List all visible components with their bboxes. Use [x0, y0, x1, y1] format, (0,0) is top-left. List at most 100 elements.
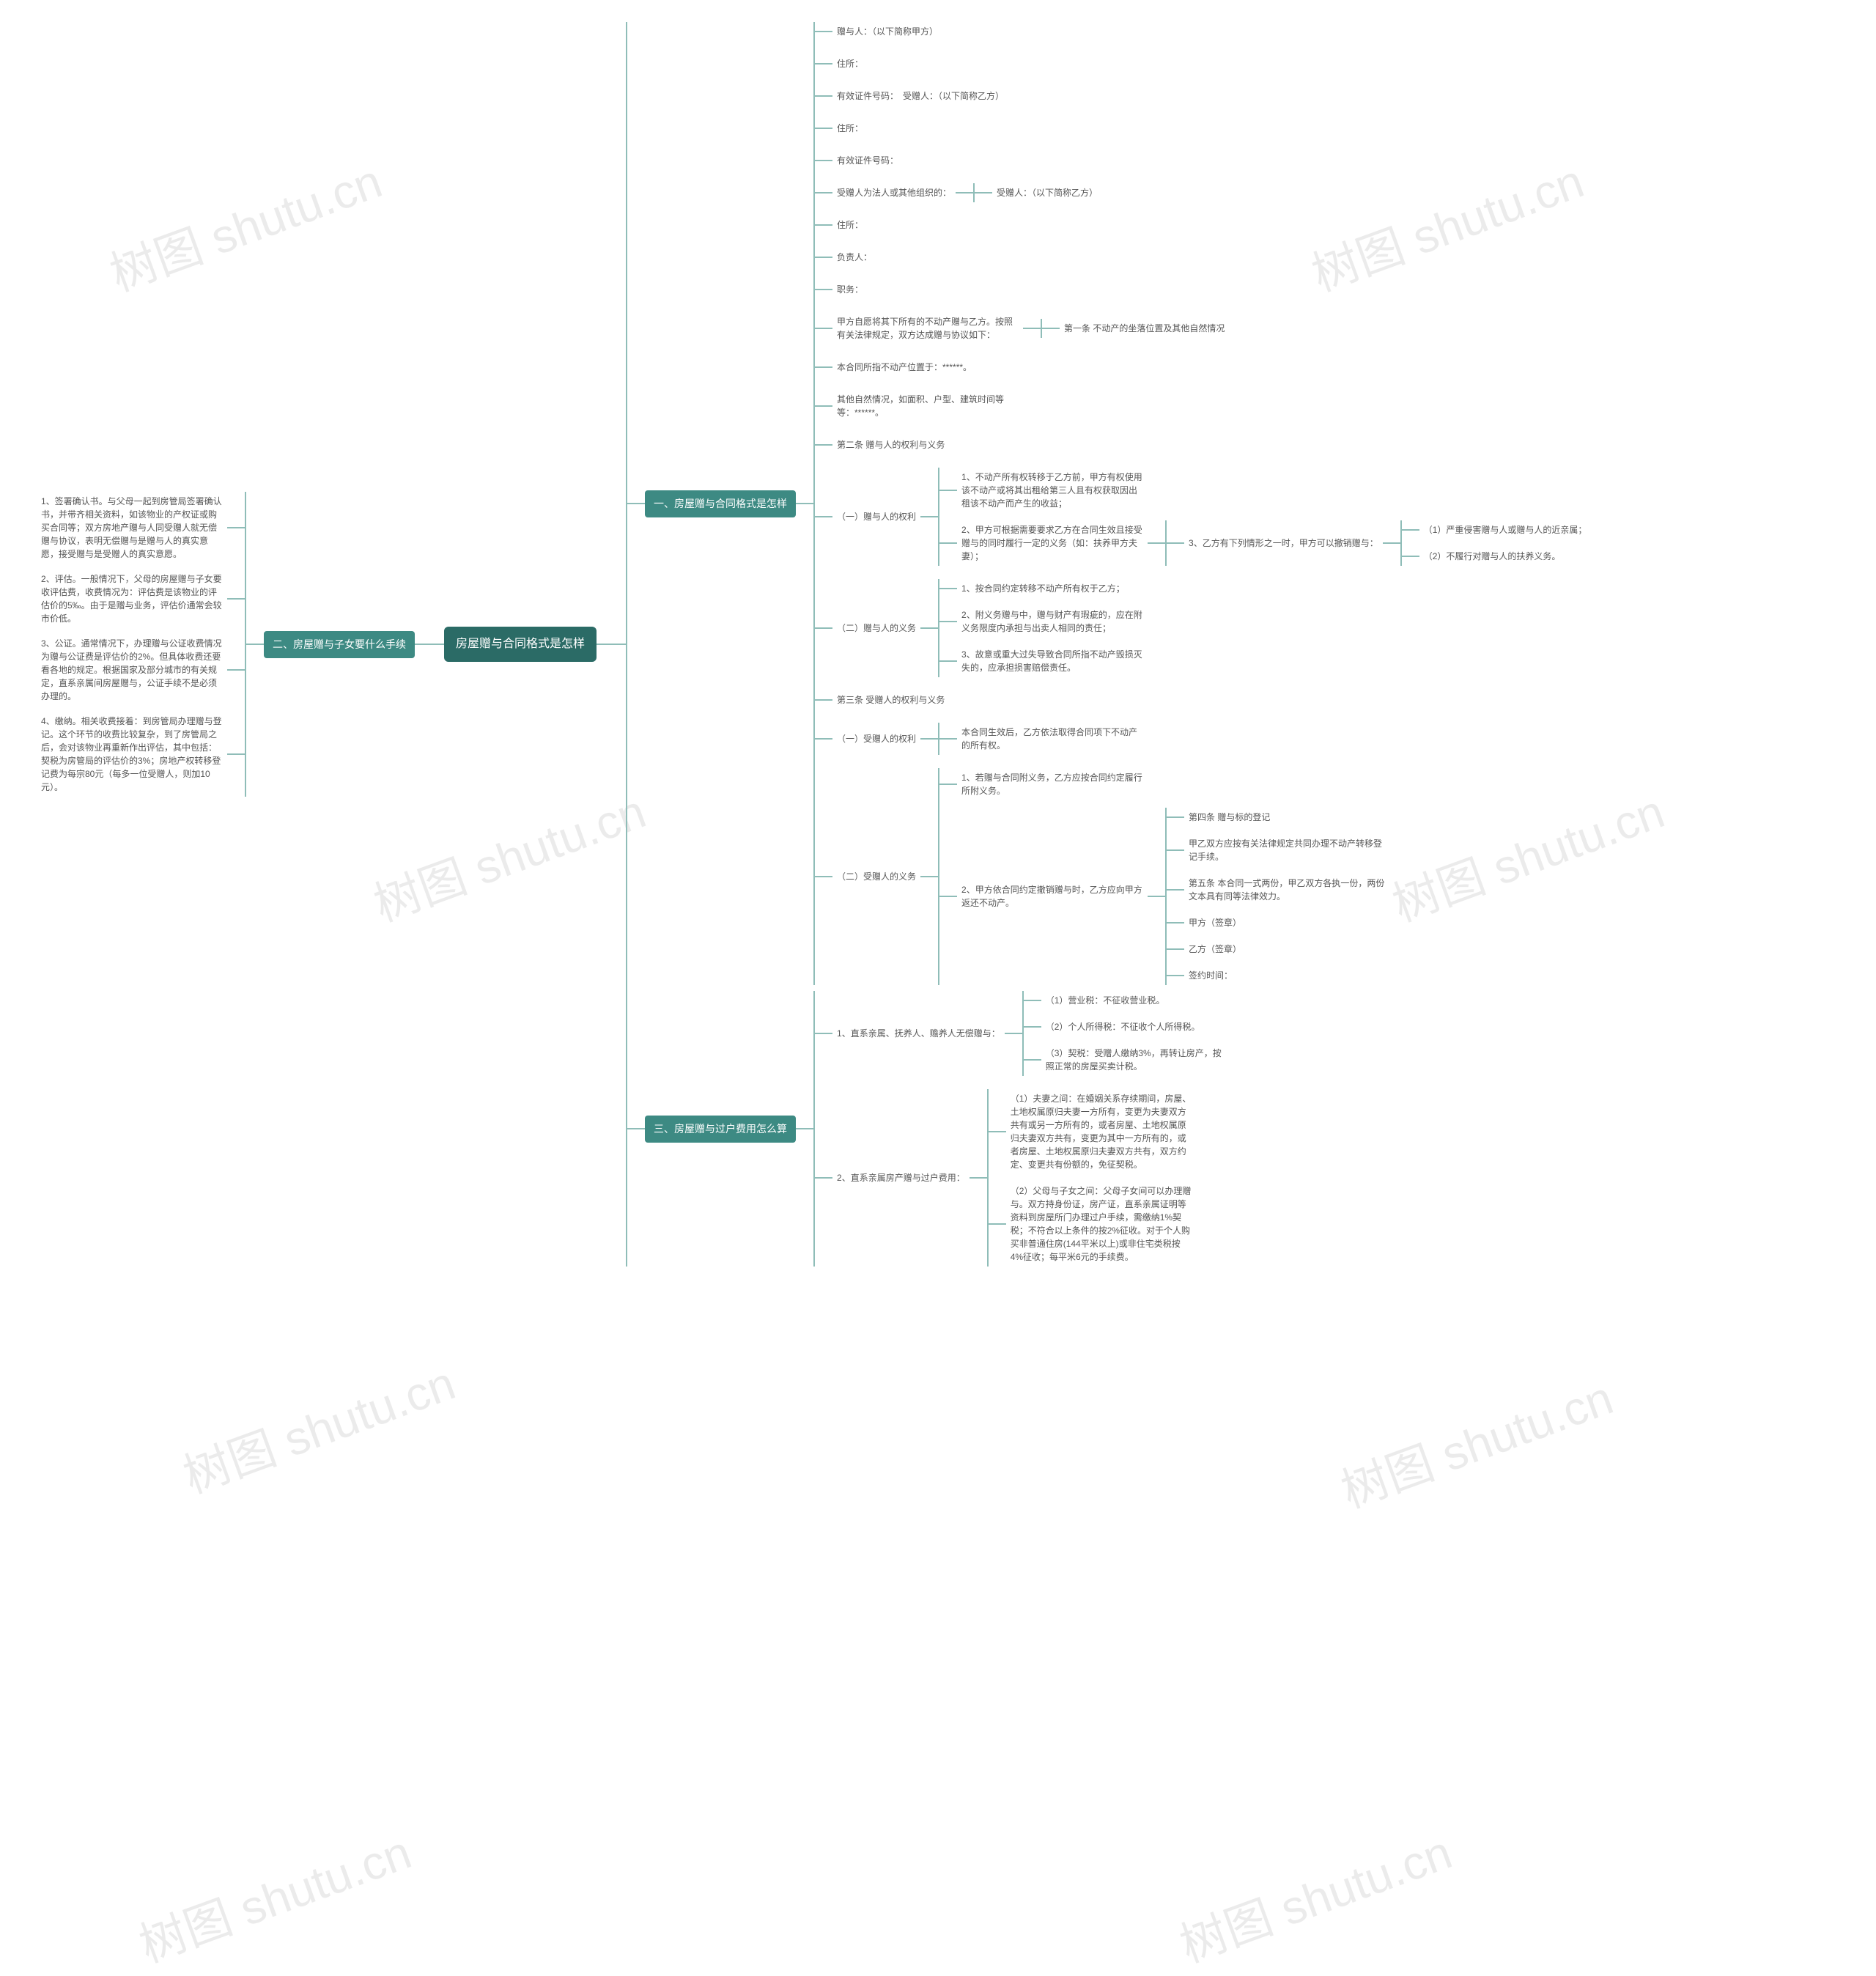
mindmap-leaf: 1、若赠与合同附义务，乙方应按合同约定履行所附义务。	[957, 768, 1148, 800]
mindmap-node-row: （一）赠与人的权利 1、不动产所有权转移于乙方前，甲方有权使用该不动产或将其出租给…	[815, 468, 1591, 566]
mindmap-leaf: （二）赠与人的义务	[832, 619, 920, 638]
mindmap-leaf: 住所：	[832, 54, 868, 73]
mindmap-node-row: 住所：	[815, 119, 1591, 138]
mindmap-leaf: 第二条 赠与人的权利与义务	[832, 435, 949, 454]
mindmap-leaf: 第五条 本合同一式两份，甲乙双方各执一份，两份文本具有同等法律效力。	[1184, 874, 1389, 906]
mindmap-leaf: 1、按合同约定转移不动产所有权于乙方；	[957, 579, 1129, 598]
mindmap-node-row: 受赠人为法人或其他组织的： 受赠人：（以下简称乙方）	[815, 183, 1591, 202]
mindmap-leaf: 甲方（签章）	[1184, 913, 1246, 932]
mindmap-node-row: 有效证件号码：	[815, 151, 1591, 170]
left-branch-title[interactable]: 二、房屋赠与子女要什么手续	[264, 631, 415, 658]
mindmap-node-row: 受赠人：（以下简称乙方）	[975, 183, 1102, 202]
mindmap-leaf: 职务：	[832, 280, 868, 299]
mindmap-node-row: 住所：	[815, 215, 1591, 235]
mindmap-leaf: （1）严重侵害赠与人或赠与人的近亲属；	[1419, 520, 1592, 539]
mindmap-node-row: （1）严重侵害赠与人或赠与人的近亲属；	[1402, 520, 1592, 539]
mindmap-leaf: 住所：	[832, 119, 868, 138]
left-side: 1、签署确认书。与父母一起到房管局签署确认书，并带齐相关资料，如该物业的产权证或…	[37, 492, 444, 797]
mindmap-leaf: （2）父母与子女之间：父母子女间可以办理赠与。双方持身份证，房产证，直系亲属证明…	[1006, 1181, 1197, 1267]
mindmap-leaf: 1、不动产所有权转移于乙方前，甲方有权使用该不动产或将其出租给第三人且有权获取因…	[957, 468, 1148, 513]
mindmap-leaf: 3、乙方有下列情形之一时，甲方可以撤销赠与：	[1184, 534, 1383, 553]
mindmap-node-row: 甲方（签章）	[1167, 913, 1389, 932]
left-leaf: 2、评估。一般情况下，父母的房屋赠与子女要收评估费，收费情况为：评估费是该物业的…	[37, 569, 227, 628]
mindmap-leaf: 2、附义务赠与中，赠与财产有瑕疵的，应在附义务限度内承担与出卖人相同的责任；	[957, 605, 1148, 638]
mindmap-leaf: 受赠人为法人或其他组织的：	[832, 183, 956, 202]
mindmap-leaf: （2）个人所得税：不征收个人所得税。	[1041, 1017, 1205, 1036]
mindmap-node-row: 第五条 本合同一式两份，甲乙双方各执一份，两份文本具有同等法律效力。	[1167, 874, 1389, 906]
watermark: 树图 shutu.cn	[1170, 1815, 1460, 1975]
mindmap-leaf: （1）营业税：不征收营业税。	[1041, 991, 1170, 1010]
mindmap-node-row: 本合同所指不动产位置于：******。	[815, 358, 1591, 377]
mindmap-leaf: （一）受赠人的权利	[832, 729, 920, 748]
mindmap-root-container: 1、签署确认书。与父母一起到房管局签署确认书，并带齐相关资料，如该物业的产权证或…	[37, 22, 1591, 1267]
mindmap-node-row: 负责人：	[815, 248, 1591, 267]
right-branch-list: 一、房屋赠与合同格式是怎样 赠与人：（以下简称甲方） 住所： 有效证件号码： 受赠人：…	[627, 22, 1591, 1267]
mindmap-leaf: 第三条 受赠人的权利与义务	[832, 690, 949, 709]
watermark: 树图 shutu.cn	[129, 1815, 419, 1975]
mindmap-node-row: 第三条 受赠人的权利与义务	[815, 690, 1591, 709]
mindmap-leaf: （一）赠与人的权利	[832, 507, 920, 526]
mindmap-node-row: （2）个人所得税：不征收个人所得税。	[1024, 1017, 1232, 1036]
mindmap-node-row: （二）受赠人的义务 1、若赠与合同附义务，乙方应按合同约定履行所附义务。 2、甲方依…	[815, 768, 1591, 985]
mindmap-leaf: 住所：	[832, 215, 868, 235]
mindmap-node-row: 3、乙方有下列情形之一时，甲方可以撤销赠与： （1）严重侵害赠与人或赠与人的近亲属…	[1167, 520, 1591, 566]
left-leaf: 3、公证。通常情况下，办理赠与公证收费情况为赠与公证费是评估价的2%。但具体收费…	[37, 634, 227, 706]
mindmap-node-row: 职务：	[815, 280, 1591, 299]
mindmap-leaf: 第四条 赠与标的登记	[1184, 808, 1274, 827]
mindmap-leaf: 受赠人：（以下简称乙方）	[992, 183, 1102, 202]
mindmap-leaf: 有效证件号码：	[832, 151, 903, 170]
mindmap-node-row: （一）受赠人的权利 本合同生效后，乙方依法取得合同项下不动产的所有权。	[815, 723, 1591, 755]
mindmap-leaf: （3）契税：受赠人缴纳3%，再转让房产，按照正常的房屋买卖计税。	[1041, 1044, 1232, 1076]
mindmap-node-row: 甲乙双方应按有关法律规定共同办理不动产转移登记手续。	[1167, 834, 1389, 866]
mindmap-leaf: 有效证件号码： 受赠人：（以下简称乙方）	[832, 86, 1008, 106]
watermark: 树图 shutu.cn	[1331, 1360, 1621, 1521]
right-side: 一、房屋赠与合同格式是怎样 赠与人：（以下简称甲方） 住所： 有效证件号码： 受赠人：…	[597, 22, 1591, 1267]
mindmap-leaf: （二）受赠人的义务	[832, 867, 920, 886]
right-branch-title[interactable]: 三、房屋赠与过户费用怎么算	[645, 1116, 796, 1143]
mindmap-leaf: （2）不履行对赠与人的扶养义务。	[1419, 547, 1565, 566]
mindmap-node-row: （3）契税：受赠人缴纳3%，再转让房产，按照正常的房屋买卖计税。	[1024, 1044, 1232, 1076]
mindmap-node-row: 1、若赠与合同附义务，乙方应按合同约定履行所附义务。	[939, 768, 1389, 800]
mindmap-node-row: （2）不履行对赠与人的扶养义务。	[1402, 547, 1592, 566]
mindmap-node-row: 1、按合同约定转移不动产所有权于乙方；	[939, 579, 1148, 598]
mindmap-leaf: 甲乙双方应按有关法律规定共同办理不动产转移登记手续。	[1184, 834, 1389, 866]
mindmap-leaf: 2、甲方依合同约定撤销赠与时，乙方应向甲方返还不动产。	[957, 880, 1148, 913]
mindmap-leaf: 2、甲方可根据需要要求乙方在合同生效且接受赠与的同时履行一定的义务（如：扶养甲方…	[957, 520, 1148, 566]
mindmap-node-row: 3、故意或重大过失导致合同所指不动产毁损灭失的，应承担损害赔偿责任。	[939, 645, 1148, 677]
mindmap-node-row: 住所：	[815, 54, 1591, 73]
mindmap-leaf: 第一条 不动产的坐落位置及其他自然情况	[1060, 319, 1229, 338]
mindmap-node-row: 1、直系亲属、抚养人、赡养人无偿赠与： （1）营业税：不征收营业税。 （2）个人所得…	[815, 991, 1232, 1076]
mindmap-node-row: 第二条 赠与人的权利与义务	[815, 435, 1591, 454]
mindmap-node-row: 2、甲方依合同约定撤销赠与时，乙方应向甲方返还不动产。 第四条 赠与标的登记甲乙双…	[939, 808, 1389, 985]
mindmap-node-row: 1、不动产所有权转移于乙方前，甲方有权使用该不动产或将其出租给第三人且有权获取因…	[939, 468, 1591, 513]
mindmap-node-row: （1）营业税：不征收营业税。	[1024, 991, 1232, 1010]
mindmap-leaf: （1）夫妻之间：在婚姻关系存续期间，房屋、土地权属原归夫妻一方所有，变更为夫妻双…	[1006, 1089, 1197, 1174]
mindmap-node-row: 签约时间：	[1167, 966, 1389, 985]
left-leaf: 4、缴纳。相关收费接着：到房管局办理赠与登记。这个环节的收费比较复杂，到了房管局…	[37, 712, 227, 797]
left-leaf: 1、签署确认书。与父母一起到房管局签署确认书，并带齐相关资料，如该物业的产权证或…	[37, 492, 227, 564]
mindmap-leaf: 本合同所指不动产位置于：******。	[832, 358, 976, 377]
mindmap-leaf: 本合同生效后，乙方依法取得合同项下不动产的所有权。	[957, 723, 1148, 755]
mindmap-node-row: 有效证件号码： 受赠人：（以下简称乙方）	[815, 86, 1591, 106]
mindmap-leaf: 1、直系亲属、抚养人、赡养人无偿赠与：	[832, 1024, 1005, 1043]
mindmap-leaf: 签约时间：	[1184, 966, 1237, 985]
watermark: 树图 shutu.cn	[173, 1346, 463, 1506]
left-leaf-list: 1、签署确认书。与父母一起到房管局签署确认书，并带齐相关资料，如该物业的产权证或…	[37, 492, 245, 797]
mindmap-node-row: 第一条 不动产的坐落位置及其他自然情况	[1042, 319, 1229, 338]
mindmap-leaf: 负责人：	[832, 248, 876, 267]
mindmap-leaf: 其他自然情况，如面积、户型、建筑时间等等：******。	[832, 390, 1023, 422]
mindmap-node-row: 其他自然情况，如面积、户型、建筑时间等等：******。	[815, 390, 1591, 422]
root-node[interactable]: 房屋赠与合同格式是怎样	[444, 627, 597, 662]
mindmap-leaf: 赠与人：（以下简称甲方）	[832, 22, 942, 41]
mindmap-leaf: 甲方自愿将其下所有的不动产赠与乙方。按照有关法律规定，双方达成赠与协议如下：	[832, 312, 1023, 344]
mindmap-leaf: 2、直系亲属房产赠与过户费用：	[832, 1168, 970, 1187]
mindmap-node-row: 乙方（签章）	[1167, 940, 1389, 959]
mindmap-node-row: 2、附义务赠与中，赠与财产有瑕疵的，应在附义务限度内承担与出卖人相同的责任；	[939, 605, 1148, 638]
right-branch-title[interactable]: 一、房屋赠与合同格式是怎样	[645, 490, 796, 517]
mindmap-node-row: 甲方自愿将其下所有的不动产赠与乙方。按照有关法律规定，双方达成赠与协议如下： 第一…	[815, 312, 1591, 344]
mindmap-node-row: 第四条 赠与标的登记	[1167, 808, 1389, 827]
mindmap-node-row: 2、甲方可根据需要要求乙方在合同生效且接受赠与的同时履行一定的义务（如：扶养甲方…	[939, 520, 1591, 566]
mindmap-leaf: 3、故意或重大过失导致合同所指不动产毁损灭失的，应承担损害赔偿责任。	[957, 645, 1148, 677]
mindmap-node-row: 2、直系亲属房产赠与过户费用： （1）夫妻之间：在婚姻关系存续期间，房屋、土地权属…	[815, 1089, 1232, 1267]
mindmap-node-row: （1）夫妻之间：在婚姻关系存续期间，房屋、土地权属原归夫妻一方所有，变更为夫妻双…	[989, 1089, 1197, 1174]
